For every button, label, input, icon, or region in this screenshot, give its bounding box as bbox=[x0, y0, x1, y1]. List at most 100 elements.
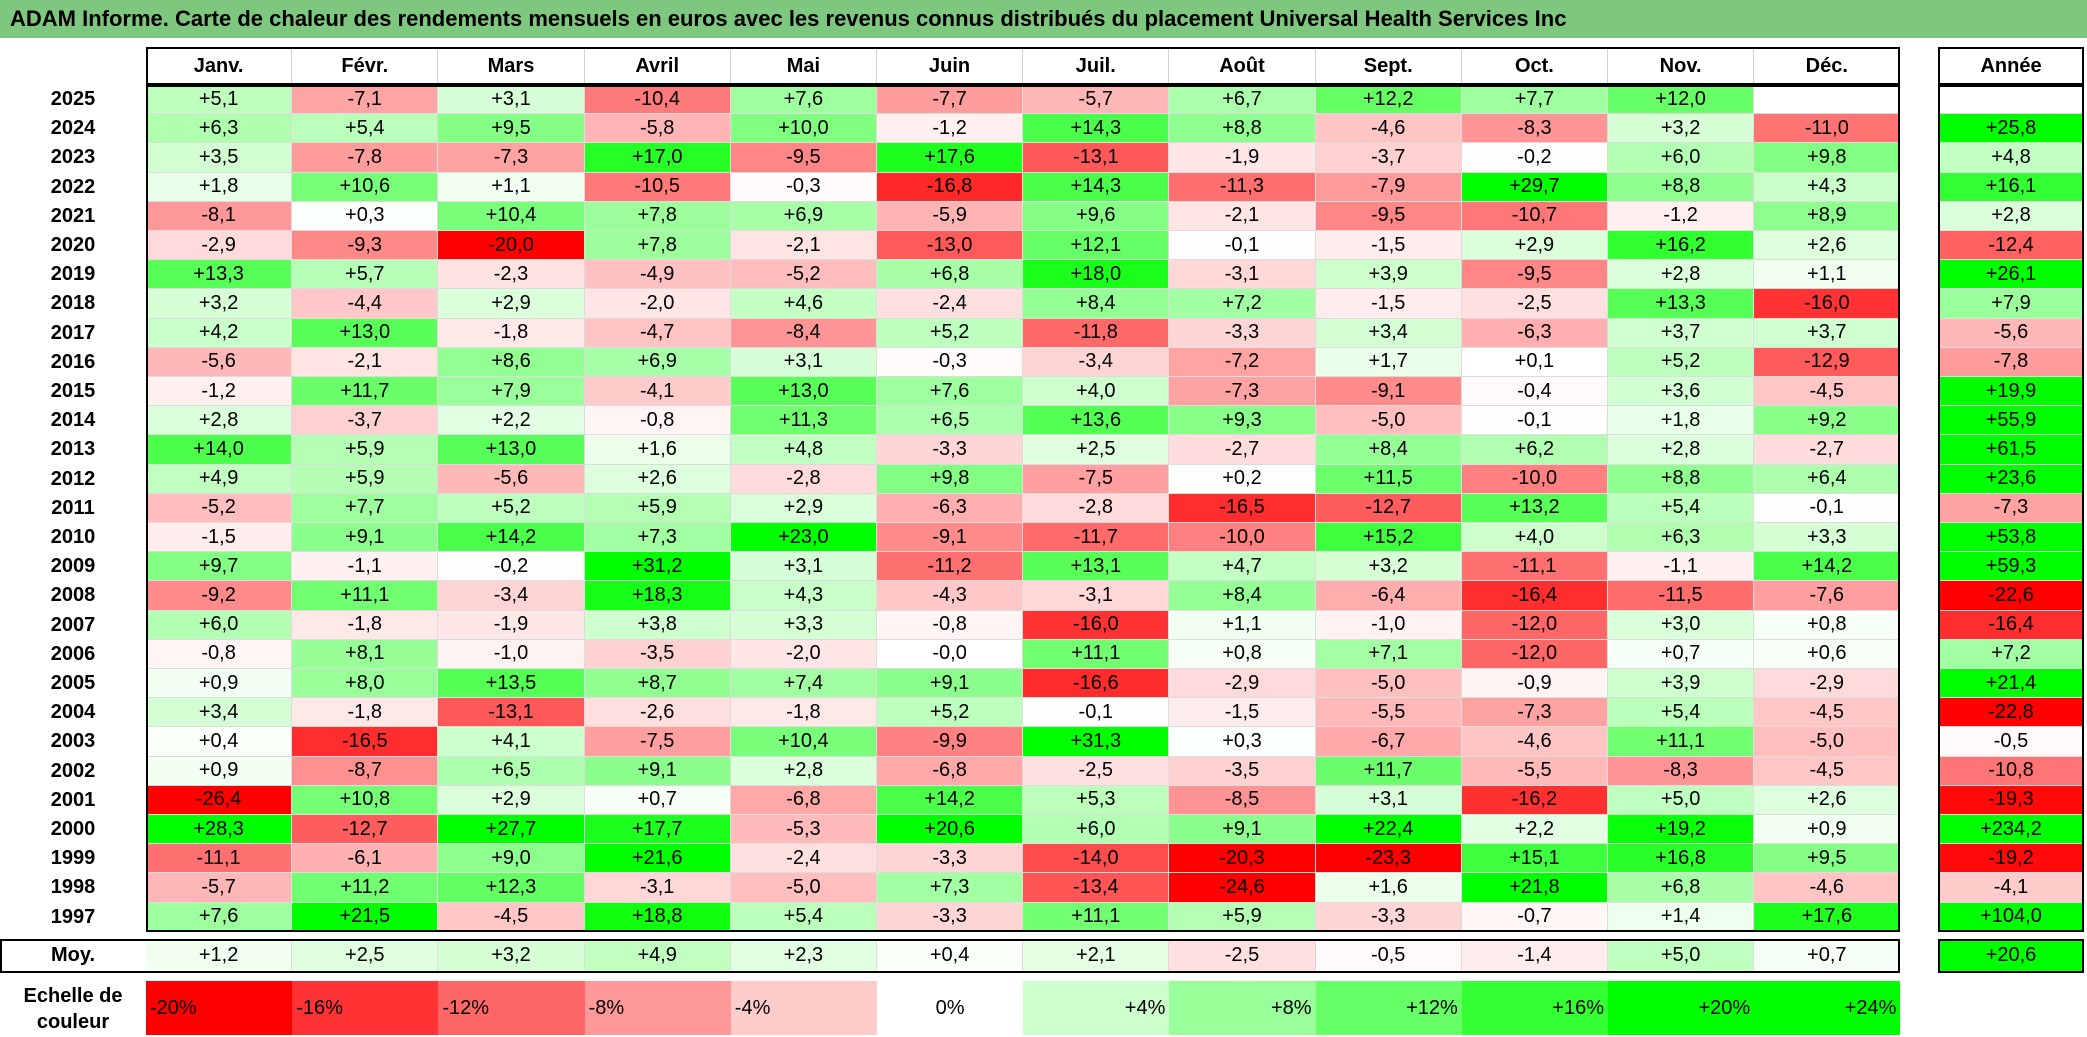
heatmap-cell: -20,0 bbox=[438, 231, 585, 261]
heatmap-cell: +2,2 bbox=[438, 406, 585, 436]
annual-cell: +23,6 bbox=[1938, 464, 2084, 494]
average-cell: +3,2 bbox=[438, 938, 585, 973]
heatmap-cell: +18,0 bbox=[1023, 260, 1170, 290]
heatmap-cell: +1,8 bbox=[146, 172, 293, 202]
heatmap-cell: -3,7 bbox=[292, 406, 439, 436]
heatmap-cell: +9,1 bbox=[877, 669, 1024, 699]
heatmap-cell: +13,0 bbox=[438, 435, 585, 465]
heatmap-cell: -3,1 bbox=[1023, 581, 1170, 611]
heatmap-cell: -5,0 bbox=[1315, 406, 1462, 436]
heatmap-cell: -4,7 bbox=[584, 318, 731, 348]
heatmap-cell: +9,1 bbox=[1169, 815, 1316, 845]
heatmap-cell: +6,9 bbox=[584, 347, 731, 377]
heatmap-cell: +8,6 bbox=[438, 347, 585, 377]
heatmap-cell: -16,5 bbox=[1169, 493, 1316, 523]
heatmap-cell: -3,4 bbox=[1023, 347, 1170, 377]
heatmap-cell: +12,2 bbox=[1315, 85, 1462, 115]
year-label: 2018 bbox=[50, 292, 96, 315]
heatmap-cell: -6,4 bbox=[1315, 581, 1462, 611]
heatmap-cell: -0,3 bbox=[877, 347, 1024, 377]
heatmap-cell: -3,3 bbox=[877, 844, 1024, 874]
heatmap-cell: -1,8 bbox=[438, 318, 585, 348]
legend-swatch: +16% bbox=[1461, 981, 1608, 1035]
year-label: 2000 bbox=[50, 818, 96, 841]
month-header: Févr. bbox=[292, 47, 439, 85]
month-header: Mars bbox=[438, 47, 585, 85]
annual-cell: +7,2 bbox=[1938, 639, 2084, 669]
annual-cell: -12,4 bbox=[1938, 231, 2084, 261]
average-cell: -2,5 bbox=[1169, 938, 1316, 973]
heatmap-cell: +10,6 bbox=[292, 172, 439, 202]
heatmap-cell: +14,2 bbox=[438, 523, 585, 553]
heatmap-cell: +2,6 bbox=[1754, 785, 1901, 815]
heatmap-cell: +6,2 bbox=[1461, 435, 1608, 465]
heatmap-cell: +14,2 bbox=[877, 785, 1024, 815]
legend-swatch: +8% bbox=[1169, 981, 1316, 1035]
heatmap-cell: +13,3 bbox=[1608, 289, 1755, 319]
year-label: 2015 bbox=[50, 380, 96, 403]
heatmap-cell: +2,8 bbox=[146, 406, 293, 436]
year-label: 2016 bbox=[50, 350, 96, 373]
heatmap-cell: -0,9 bbox=[1461, 669, 1608, 699]
heatmap-cell: -0,7 bbox=[1461, 902, 1608, 932]
heatmap-cell: -7,1 bbox=[292, 85, 439, 115]
heatmap-cell: +3,9 bbox=[1315, 260, 1462, 290]
average-cell: -0,5 bbox=[1315, 938, 1462, 973]
heatmap-cell: +0,8 bbox=[1169, 639, 1316, 669]
heatmap-cell: +2,5 bbox=[1023, 435, 1170, 465]
heatmap-cell: -2,0 bbox=[584, 289, 731, 319]
heatmap-cell: -4,6 bbox=[1315, 114, 1462, 144]
heatmap-cell: -3,3 bbox=[877, 902, 1024, 932]
year-label: 2025 bbox=[50, 88, 96, 111]
heatmap-cell: +6,7 bbox=[1169, 85, 1316, 115]
heatmap-cell: -2,5 bbox=[1461, 289, 1608, 319]
heatmap-cell: +11,7 bbox=[292, 377, 439, 407]
year-label: 1999 bbox=[50, 847, 96, 870]
heatmap-cell: +4,3 bbox=[730, 581, 877, 611]
heatmap-cell: -16,4 bbox=[1461, 581, 1608, 611]
annual-cell: -5,6 bbox=[1938, 318, 2084, 348]
heatmap-cell: +6,3 bbox=[1608, 523, 1755, 553]
heatmap-cell: -7,3 bbox=[438, 143, 585, 173]
heatmap-cell: -12,9 bbox=[1754, 347, 1901, 377]
heatmap-cell: -5,5 bbox=[1315, 698, 1462, 728]
heatmap-cell: -13,0 bbox=[877, 231, 1024, 261]
heatmap-cell: +8,8 bbox=[1169, 114, 1316, 144]
annual-cell: +2,8 bbox=[1938, 201, 2084, 231]
heatmap-cell: -0,8 bbox=[584, 406, 731, 436]
heatmap-cell: -5,3 bbox=[730, 815, 877, 845]
heatmap-cell: +8,0 bbox=[292, 669, 439, 699]
heatmap-cell: -1,0 bbox=[438, 639, 585, 669]
year-label: 2009 bbox=[50, 555, 96, 578]
heatmap-cell: -5,0 bbox=[1315, 669, 1462, 699]
heatmap-cell: -3,3 bbox=[1315, 902, 1462, 932]
month-header: Oct. bbox=[1462, 47, 1608, 85]
heatmap-cell: +13,3 bbox=[146, 260, 293, 290]
annual-cell: +16,1 bbox=[1938, 172, 2084, 202]
annual-cell: +21,4 bbox=[1938, 669, 2084, 699]
heatmap-cell: -1,5 bbox=[1315, 289, 1462, 319]
heatmap-cell: +14,0 bbox=[146, 435, 293, 465]
heatmap-cell: +21,6 bbox=[584, 844, 731, 874]
heatmap-cell: +3,9 bbox=[1608, 669, 1755, 699]
heatmap-cell: -5,2 bbox=[730, 260, 877, 290]
average-cell: +2,5 bbox=[292, 938, 439, 973]
heatmap-cell: -2,9 bbox=[1754, 669, 1901, 699]
heatmap-cell: +7,2 bbox=[1169, 289, 1316, 319]
heatmap-cell: -0,8 bbox=[877, 610, 1024, 640]
heatmap-cell: -9,3 bbox=[292, 231, 439, 261]
average-cell: +2,3 bbox=[730, 938, 877, 973]
heatmap-cell: +2,9 bbox=[438, 785, 585, 815]
heatmap-cell: -7,7 bbox=[877, 85, 1024, 115]
heatmap-cell: -1,5 bbox=[1315, 231, 1462, 261]
heatmap-cell: +5,2 bbox=[877, 698, 1024, 728]
heatmap-cell: +9,0 bbox=[438, 844, 585, 874]
year-label: 2014 bbox=[50, 409, 96, 432]
heatmap-cell: +0,9 bbox=[1754, 815, 1901, 845]
year-label: 2023 bbox=[50, 146, 96, 169]
heatmap-cell: +3,7 bbox=[1608, 318, 1755, 348]
year-label: 2019 bbox=[50, 263, 96, 286]
heatmap-cell: -13,1 bbox=[438, 698, 585, 728]
heatmap-cell: -10,0 bbox=[1461, 464, 1608, 494]
heatmap-cell: -7,5 bbox=[584, 727, 731, 757]
